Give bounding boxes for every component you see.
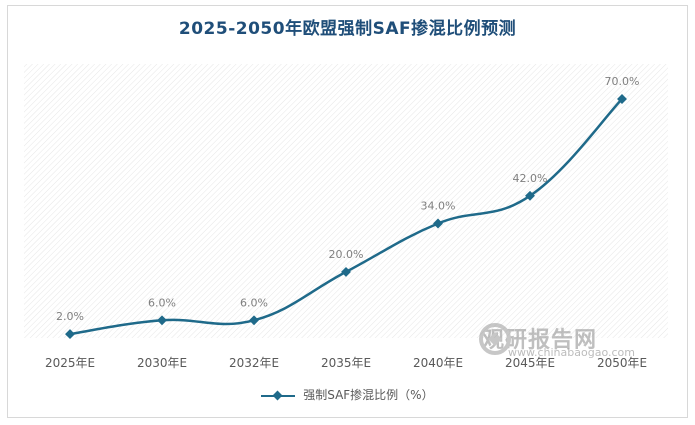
x-tick-label-5: 2045年E [505, 356, 555, 370]
watermark-url: www.chinabaogao.com [508, 346, 635, 359]
data-label-3: 20.0% [329, 248, 364, 261]
data-point-4 [433, 218, 443, 229]
legend-line-diamond-icon [261, 390, 296, 401]
data-label-4: 34.0% [421, 200, 456, 213]
watermark: 观研报告网 [478, 322, 598, 355]
data-label-6: 70.0% [605, 75, 640, 88]
data-label-5: 42.0% [513, 172, 548, 185]
x-tick-label-1: 2030年E [137, 356, 187, 370]
watermark-logo-icon [479, 323, 511, 355]
x-tick-label-0: 2025年E [45, 356, 95, 370]
chart-title: 2025-2050年欧盟强制SAF掺混比例预测 [178, 19, 517, 39]
plot-area [24, 64, 668, 338]
data-point-5 [525, 190, 535, 201]
data-point-1 [157, 315, 167, 326]
legend-label: 强制SAF掺混比例（%） [303, 388, 434, 402]
legend: 强制SAF掺混比例（%） [0, 386, 695, 403]
x-tick-label-4: 2040年E [413, 356, 463, 370]
data-point-6 [617, 94, 627, 104]
x-tick-label-3: 2035年E [321, 356, 371, 370]
data-label-1: 6.0% [148, 296, 176, 309]
data-point-2 [249, 315, 259, 326]
data-point-3 [341, 266, 351, 277]
x-tick-label-6: 2050年E [597, 356, 647, 370]
x-tick-label-2: 2032年E [229, 356, 279, 370]
data-label-2: 6.0% [240, 296, 268, 309]
data-label-0: 2.0% [56, 310, 84, 323]
watermark-brand: 观研报告网 [482, 328, 598, 353]
